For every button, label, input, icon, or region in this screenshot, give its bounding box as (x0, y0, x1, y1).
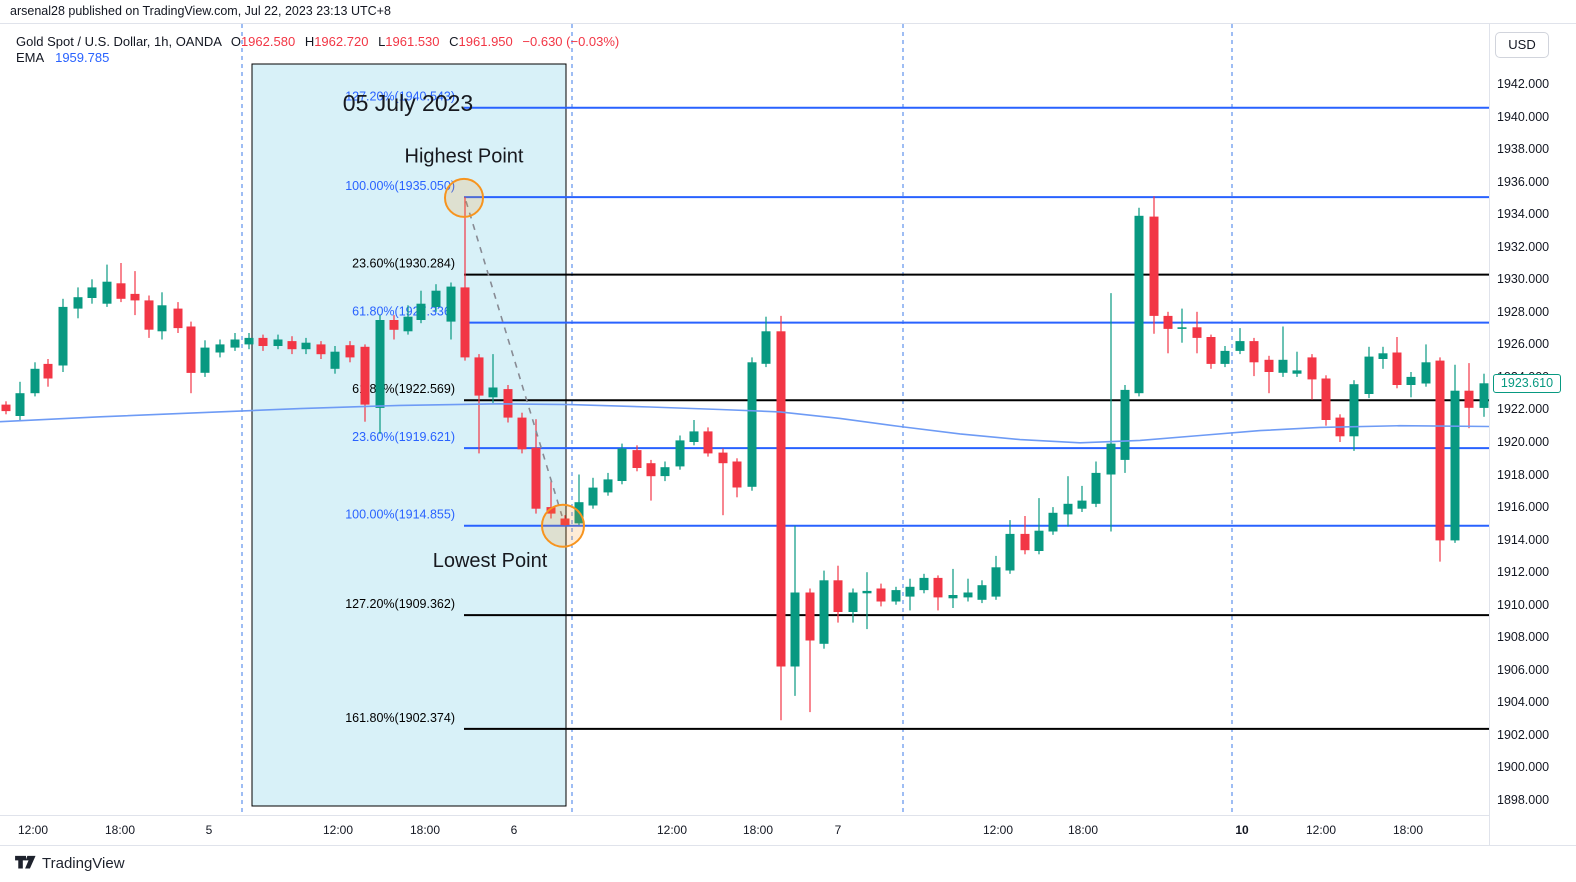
symbol-title: Gold Spot / U.S. Dollar, 1h, OANDA (16, 34, 222, 49)
close-label: C (449, 34, 459, 49)
highlight-region (251, 63, 567, 807)
fib-level-label: 161.80%(1902.374) (345, 711, 455, 725)
annotation-text[interactable]: Lowest Point (433, 550, 548, 572)
point-marker-circle[interactable] (541, 503, 585, 548)
ema-label: EMA (16, 50, 44, 65)
fib-level-label: 61.80%(1927.336) (352, 305, 455, 319)
fib-level-label: 23.60%(1930.284) (352, 257, 455, 271)
price-axis-label: 1940.000 (1497, 110, 1550, 124)
ema-value: 1959.785 (55, 50, 110, 65)
price-axis-label: 1932.000 (1497, 240, 1550, 254)
fib-level-label: 127.20%(1940.543) (345, 90, 455, 104)
time-axis-label: 5 (205, 823, 213, 837)
last-price-badge: 1923.610 (1493, 374, 1561, 393)
legend-ema-row: EMA 1959.785 (16, 50, 619, 66)
time-axis-label: 12:00 (982, 823, 1014, 837)
low-value: 1961.530 (385, 34, 440, 49)
published-bar-text: arsenal28 published on TradingView.com, … (10, 4, 391, 18)
time-axis-label: 6 (510, 823, 518, 837)
time-axis-label: 10 (1235, 823, 1249, 837)
fib-level-label: 127.20%(1909.362) (345, 597, 455, 611)
tradingview-logo-text: TradingView (42, 855, 125, 872)
chart-legend: Gold Spot / U.S. Dollar, 1h, OANDA O1962… (16, 34, 619, 66)
time-axis-label: 7 (834, 823, 842, 837)
high-value: 1962.720 (314, 34, 369, 49)
price-axis-label: 1916.000 (1497, 500, 1550, 514)
price-axis-label: 1918.000 (1497, 468, 1550, 482)
time-axis[interactable]: 12:00 18:00 5 12:00 18:00 6 12:00 18:00 7 12:00 18… (0, 815, 1489, 845)
annotation-text[interactable]: 05 July 2023 (343, 90, 473, 116)
price-axis-label: 1926.000 (1497, 337, 1550, 351)
open-label: O (230, 34, 241, 49)
time-axis-label: 12:00 (322, 823, 354, 837)
currency-button[interactable]: USD (1495, 32, 1549, 58)
price-axis-label: 1908.000 (1497, 630, 1550, 644)
price-axis-label: 1934.000 (1497, 207, 1550, 221)
price-axis[interactable]: USD 1942.000 1940.000 1938.000 1936.000 1934… (1489, 24, 1576, 845)
price-chart-plot[interactable]: 127.20%(1940.543) 100.00%(1935.050) 61.80%… (0, 24, 1489, 815)
fib-level-label: 100.00%(1935.050) (345, 179, 455, 193)
low-label: L (378, 34, 386, 49)
price-axis-label: 1900.000 (1497, 760, 1550, 774)
tradingview-logo-icon (15, 855, 36, 869)
high-label: H (304, 34, 315, 49)
footer: TradingView (0, 845, 1576, 882)
price-axis-label: 1930.000 (1497, 272, 1550, 286)
price-axis-label: 1922.000 (1497, 402, 1550, 416)
close-value: 1961.950 (458, 34, 513, 49)
legend-symbol-row: Gold Spot / U.S. Dollar, 1h, OANDA O1962… (16, 34, 619, 50)
price-axis-label: 1898.000 (1497, 793, 1550, 807)
price-axis-label: 1938.000 (1497, 142, 1550, 156)
time-axis-label: 12:00 (1305, 823, 1337, 837)
annotation-text[interactable]: Highest Point (405, 145, 524, 167)
time-axis-label: 18:00 (104, 823, 136, 837)
price-axis-label: 1902.000 (1497, 728, 1550, 742)
price-axis-label: 1942.000 (1497, 77, 1550, 91)
chart-panel: 127.20%(1940.543) 100.00%(1935.050) 61.80%… (0, 24, 1576, 845)
open-value: 1962.580 (240, 34, 296, 49)
price-axis-label: 1906.000 (1497, 663, 1550, 677)
time-axis-label: 18:00 (742, 823, 774, 837)
price-axis-label: 1920.000 (1497, 435, 1550, 449)
published-bar: arsenal28 published on TradingView.com, … (0, 0, 1576, 24)
time-axis-label: 12:00 (656, 823, 688, 837)
price-axis-label: 1912.000 (1497, 565, 1550, 579)
fib-level-label: 100.00%(1914.855) (345, 508, 455, 522)
change-value: −0.630 (−0.03%) (522, 34, 620, 49)
price-axis-label: 1914.000 (1497, 533, 1550, 547)
candlestick-chart-canvas[interactable]: 127.20%(1940.543) 100.00%(1935.050) 61.80%… (0, 24, 1489, 815)
point-marker-circle[interactable] (444, 177, 484, 218)
price-axis-label: 1936.000 (1497, 175, 1550, 189)
ema-line (0, 402, 1489, 444)
price-axis-label: 1910.000 (1497, 598, 1550, 612)
time-axis-label: 18:00 (1067, 823, 1099, 837)
time-axis-label: 18:00 (409, 823, 441, 837)
candlestick-series (1, 196, 1489, 721)
time-axis-label: 18:00 (1392, 823, 1424, 837)
price-axis-label: 1904.000 (1497, 695, 1550, 709)
time-axis-label: 12:00 (17, 823, 49, 837)
price-axis-label: 1928.000 (1497, 305, 1550, 319)
fib-level-label: 23.60%(1919.621) (352, 430, 455, 444)
